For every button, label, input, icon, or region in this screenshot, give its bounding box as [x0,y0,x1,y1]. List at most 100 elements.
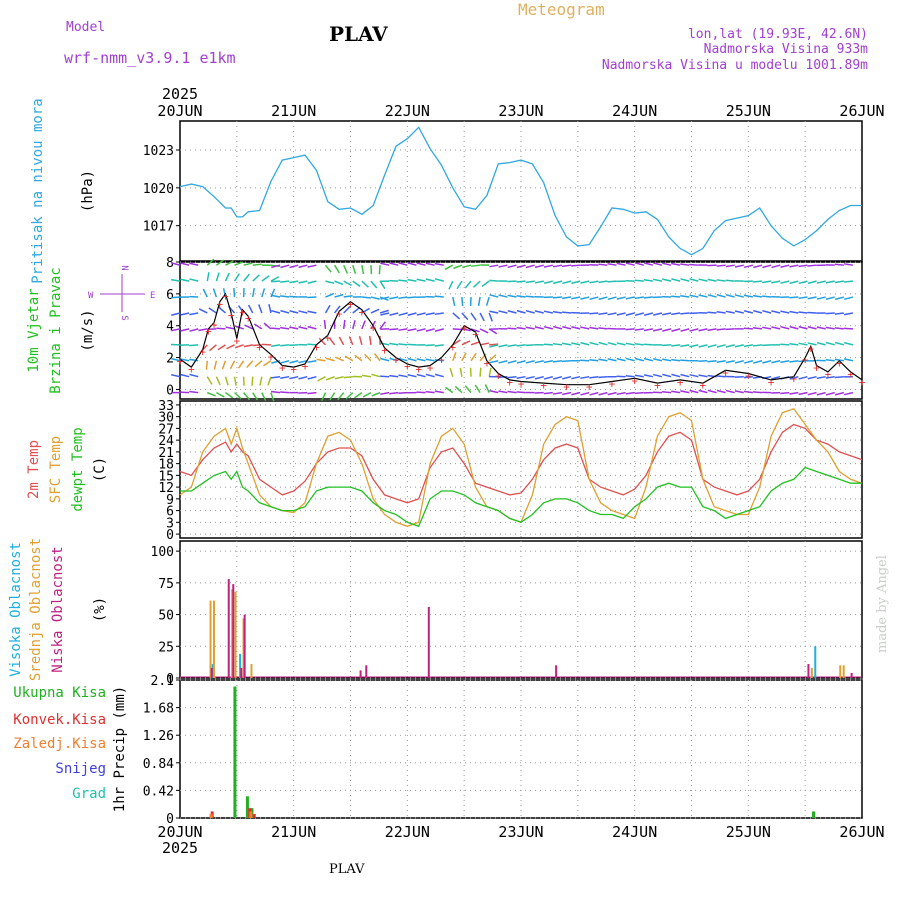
wind-arrow [725,360,735,364]
wind-arrow [225,326,235,330]
wind-arrow [180,328,190,332]
wind-arrow [598,341,608,346]
wind-arrow [407,278,417,282]
wind-speed-marker: + [506,376,513,389]
ytick-label: 21 [158,446,174,461]
wind-arrow [752,294,763,298]
wind-arrow [762,295,772,298]
top-day-label: 24JUN [612,102,657,120]
cloud-bar-1 [234,591,237,678]
wind-speed-marker: + [245,312,252,325]
wind-arrow [378,265,381,275]
wind-arrow [171,357,181,362]
wind-arrow [680,263,690,266]
wind-arrow [598,358,608,362]
bottom-day-label: 24JUN [612,823,657,841]
wind-arrow [307,310,317,314]
wind-arrow [543,280,554,284]
wind-arrow [498,360,508,364]
wind-arrow [189,344,199,347]
wind-arrow [625,374,635,378]
wind-arrow [807,375,817,380]
wind-arrow [370,296,380,300]
wind-arrow [207,391,216,397]
wind-arrow [662,328,672,332]
wind-speed-marker: + [313,341,320,354]
wind-arrow [771,375,781,380]
wind-arrow [762,344,772,347]
wind-arrow [707,389,717,394]
wind-arrow [725,310,735,314]
wind-arrow [825,341,835,346]
wind-arrow [271,375,281,379]
wind-arrow [534,264,544,269]
wind-arrow [662,344,672,347]
pressure-ylabel: Pritisak na nivou mora [30,98,46,283]
wind-arrow [671,328,681,332]
wind-arrow [334,375,344,380]
wind-arrow [489,294,499,298]
top-day-label: 22JUN [385,102,430,120]
wind-arrow [425,312,435,316]
wind-arrow [389,391,399,395]
wind-arrow [389,328,399,331]
wind-arrow [698,294,708,298]
wind-speed-marker: + [438,354,445,367]
precip-bar-2 [249,811,253,818]
wind-speed-line [179,292,863,386]
wind-arrow [707,278,717,282]
wind-arrow [343,280,352,287]
wind-arrow [213,360,218,370]
ytick-label: 100 [151,545,174,560]
wind-arrow [789,375,799,380]
ytick-label: 50 [158,609,174,624]
wind-arrow [752,391,763,394]
wind-arrow [379,309,389,314]
wind-arrow [280,344,290,347]
wind-arrow [816,341,826,346]
wind-arrow [816,391,826,396]
bottom-year-label: 2025 [162,839,198,857]
wind-arrow [643,296,653,299]
wind-arrow [807,264,817,267]
wind-arrow [407,262,417,266]
wind-arrow [334,280,344,286]
wind-arrow [498,310,508,314]
wind-arrow [389,312,399,316]
wind-arrow [343,294,353,298]
wind-arrow [507,375,517,379]
wind-arrow [816,296,826,300]
precip-bar-0 [245,796,249,818]
wind-arrow [680,390,690,394]
wind-arrow [380,312,390,316]
wind-arrow [318,337,327,346]
wind-arrow [589,326,599,330]
wind-arrow [780,343,790,346]
ytick-label: 0 [166,383,174,398]
wind-arrow [671,373,681,378]
wind-arrow [552,342,563,346]
wind-arrow [271,264,281,269]
wind-arrow [634,357,644,362]
wind-arrow [280,375,290,380]
precip-legend-4: Grad [72,786,106,802]
wind-arrow [680,373,690,378]
wind-arrow [843,263,854,266]
wind-arrow [289,375,299,380]
wind-arrow [607,358,617,362]
wind-arrow [280,360,290,364]
wind-arrow [789,343,799,346]
wind-arrow [507,264,517,269]
wind-arrow [252,288,255,298]
wind-arrow [525,295,535,298]
wind-speed-marker: + [370,322,377,335]
wind-arrow [662,390,672,394]
wind-arrow [616,391,626,396]
wind-arrow [343,375,353,379]
wind-arrow [247,304,254,314]
wind-arrow [843,312,854,316]
wind-arrow [762,326,772,330]
wind-arrow [237,360,245,369]
compass-w: W [88,291,94,301]
